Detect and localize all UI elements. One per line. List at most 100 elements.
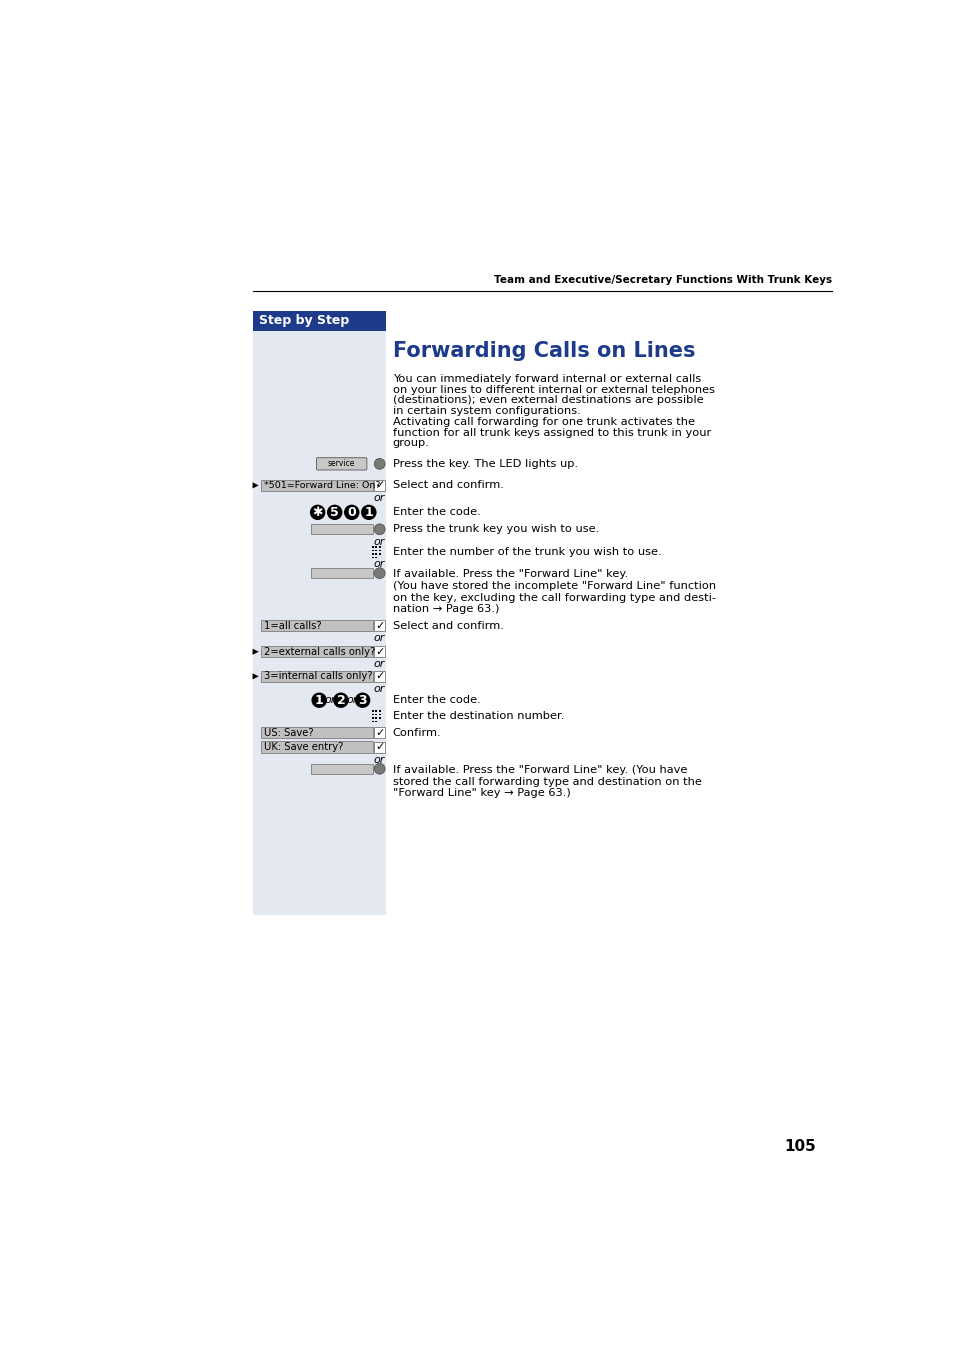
- Text: Enter the destination number.: Enter the destination number.: [393, 711, 563, 721]
- FancyBboxPatch shape: [374, 620, 385, 630]
- FancyBboxPatch shape: [375, 549, 376, 551]
- FancyBboxPatch shape: [372, 714, 374, 716]
- FancyBboxPatch shape: [378, 714, 380, 716]
- Text: ✓: ✓: [375, 647, 384, 656]
- FancyBboxPatch shape: [374, 728, 385, 738]
- FancyBboxPatch shape: [261, 726, 373, 738]
- Text: ✱: ✱: [312, 506, 322, 518]
- FancyBboxPatch shape: [374, 741, 385, 752]
- Circle shape: [310, 505, 325, 520]
- Circle shape: [355, 693, 370, 707]
- Text: Enter the number of the trunk you wish to use.: Enter the number of the trunk you wish t…: [393, 547, 660, 558]
- Text: 5: 5: [330, 506, 338, 518]
- FancyBboxPatch shape: [261, 479, 373, 491]
- Text: Enter the code.: Enter the code.: [393, 695, 480, 705]
- Circle shape: [344, 505, 359, 520]
- Text: Press the key. The LED lights up.: Press the key. The LED lights up.: [393, 459, 578, 468]
- Text: group.: group.: [393, 439, 429, 448]
- FancyBboxPatch shape: [375, 721, 376, 722]
- FancyBboxPatch shape: [378, 554, 380, 555]
- Text: or: or: [374, 493, 385, 502]
- FancyBboxPatch shape: [261, 741, 373, 753]
- Text: 3=internal calls only?: 3=internal calls only?: [264, 671, 373, 682]
- Text: ✓: ✓: [375, 743, 384, 752]
- FancyBboxPatch shape: [316, 458, 367, 470]
- FancyBboxPatch shape: [311, 524, 373, 535]
- Text: 1=all calls?: 1=all calls?: [264, 621, 321, 630]
- Text: ✓: ✓: [375, 728, 384, 737]
- FancyBboxPatch shape: [372, 717, 374, 718]
- Text: on your lines to different internal or external telephones: on your lines to different internal or e…: [393, 385, 714, 394]
- FancyBboxPatch shape: [378, 710, 380, 711]
- Circle shape: [374, 763, 385, 774]
- FancyBboxPatch shape: [372, 554, 374, 555]
- Circle shape: [333, 693, 348, 707]
- Text: 2: 2: [336, 694, 345, 707]
- Text: or: or: [374, 659, 385, 670]
- FancyBboxPatch shape: [374, 671, 385, 682]
- Text: Press the trunk key you wish to use.: Press the trunk key you wish to use.: [393, 524, 598, 535]
- FancyBboxPatch shape: [375, 554, 376, 555]
- Text: or: or: [324, 695, 335, 705]
- FancyBboxPatch shape: [375, 717, 376, 718]
- Text: or: or: [374, 559, 385, 568]
- FancyBboxPatch shape: [378, 549, 380, 551]
- FancyBboxPatch shape: [378, 547, 380, 548]
- Text: ✓: ✓: [375, 671, 384, 682]
- FancyBboxPatch shape: [372, 549, 374, 551]
- Circle shape: [327, 505, 342, 520]
- Text: ✓: ✓: [375, 621, 384, 630]
- Text: If available. Press the "Forward Line" key. (You have
stored the call forwarding: If available. Press the "Forward Line" k…: [393, 765, 701, 798]
- FancyBboxPatch shape: [378, 717, 380, 718]
- Text: function for all trunk keys assigned to this trunk in your: function for all trunk keys assigned to …: [393, 428, 710, 437]
- Text: 105: 105: [783, 1138, 815, 1153]
- Text: or: or: [374, 683, 385, 694]
- Text: Step by Step: Step by Step: [258, 315, 349, 327]
- FancyBboxPatch shape: [374, 481, 385, 491]
- Text: *501=Forward Line: On?: *501=Forward Line: On?: [264, 481, 380, 490]
- FancyBboxPatch shape: [311, 568, 373, 578]
- Polygon shape: [253, 648, 258, 655]
- Text: or: or: [374, 755, 385, 764]
- Text: or: or: [346, 695, 357, 705]
- Text: US: Save?: US: Save?: [264, 728, 314, 737]
- FancyBboxPatch shape: [261, 671, 373, 682]
- Polygon shape: [253, 674, 258, 679]
- Text: 1: 1: [314, 694, 323, 707]
- FancyBboxPatch shape: [253, 310, 385, 331]
- Text: or: or: [374, 536, 385, 547]
- Circle shape: [374, 568, 385, 579]
- Text: If available. Press the "Forward Line" key.
(You have stored the incomplete "For: If available. Press the "Forward Line" k…: [393, 570, 715, 614]
- FancyBboxPatch shape: [372, 547, 374, 548]
- FancyBboxPatch shape: [372, 721, 374, 722]
- Text: (destinations); even external destinations are possible: (destinations); even external destinatio…: [393, 396, 702, 405]
- Text: Team and Executive/Secretary Functions With Trunk Keys: Team and Executive/Secretary Functions W…: [494, 275, 831, 285]
- FancyBboxPatch shape: [253, 331, 385, 915]
- FancyBboxPatch shape: [372, 710, 374, 711]
- Text: ✓: ✓: [375, 481, 384, 490]
- Text: Confirm.: Confirm.: [393, 728, 441, 737]
- FancyBboxPatch shape: [261, 620, 373, 632]
- Polygon shape: [253, 482, 258, 489]
- Text: 3: 3: [358, 694, 367, 707]
- Circle shape: [374, 459, 385, 470]
- Circle shape: [360, 505, 376, 520]
- Text: 0: 0: [347, 506, 355, 518]
- Circle shape: [374, 524, 385, 535]
- FancyBboxPatch shape: [375, 710, 376, 711]
- Text: or: or: [374, 633, 385, 643]
- Text: in certain system configurations.: in certain system configurations.: [393, 406, 580, 416]
- Text: service: service: [328, 459, 355, 468]
- Text: Enter the code.: Enter the code.: [393, 508, 480, 517]
- FancyBboxPatch shape: [261, 645, 373, 657]
- Text: Select and confirm.: Select and confirm.: [393, 621, 503, 630]
- Text: 1: 1: [364, 506, 373, 518]
- Text: Forwarding Calls on Lines: Forwarding Calls on Lines: [393, 340, 695, 360]
- FancyBboxPatch shape: [375, 556, 376, 559]
- FancyBboxPatch shape: [372, 556, 374, 559]
- FancyBboxPatch shape: [375, 714, 376, 716]
- FancyBboxPatch shape: [374, 647, 385, 657]
- Circle shape: [311, 693, 327, 707]
- FancyBboxPatch shape: [311, 764, 373, 774]
- Text: You can immediately forward internal or external calls: You can immediately forward internal or …: [393, 374, 700, 383]
